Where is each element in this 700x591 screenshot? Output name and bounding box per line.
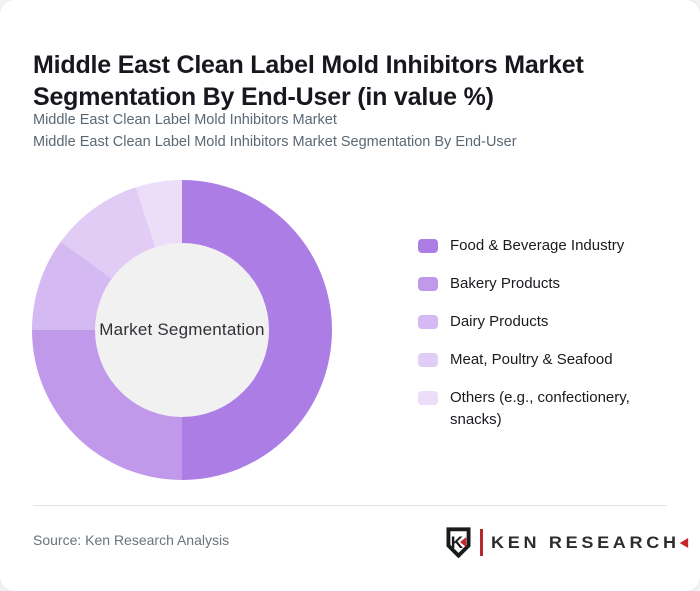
legend-item-label: Food & Beverage Industry: [450, 237, 625, 254]
legend-swatch: [418, 277, 438, 291]
legend-item: Dairy Products: [418, 311, 668, 333]
svg-text:K: K: [451, 533, 464, 552]
source-text: Source: Ken Research Analysis: [33, 532, 230, 548]
legend-item-label: Meat, Poultry & Seafood: [450, 351, 613, 368]
legend-item: Bakery Products: [418, 273, 668, 295]
legend-item-label: Others (e.g., confectionery, snacks): [450, 389, 630, 428]
legend-swatch: [418, 391, 438, 405]
donut-hole: Market Segmentation: [95, 243, 269, 417]
donut-chart: Market Segmentation: [32, 180, 332, 480]
legend-swatch: [418, 353, 438, 367]
chart-legend: Food & Beverage Industry Bakery Products…: [418, 235, 668, 447]
legend-swatch: [418, 315, 438, 329]
legend-item-label: Dairy Products: [450, 313, 549, 330]
subtitle-line-2: Middle East Clean Label Mold Inhibitors …: [33, 134, 517, 150]
logo-separator-bar: [479, 529, 483, 556]
ken-research-logo: K KEN RESEARCH: [445, 527, 689, 558]
subtitle-line-1: Middle East Clean Label Mold Inhibitors …: [33, 112, 337, 128]
legend-item-label: Bakery Products: [450, 275, 561, 292]
donut-center-label: Market Segmentation: [99, 320, 265, 339]
red-triangle-icon: [679, 537, 689, 548]
legend-item: Meat, Poultry & Seafood: [418, 349, 668, 371]
legend-item: Others (e.g., confectionery, snacks): [418, 387, 668, 431]
page-title: Middle East Clean Label Mold Inhibitors …: [33, 50, 584, 111]
legend-item: Food & Beverage Industry: [418, 235, 668, 257]
logo-wordmark: KEN RESEARCH: [491, 533, 689, 553]
logo-shield-badge-icon: K: [446, 527, 471, 558]
legend-swatch: [418, 239, 438, 253]
footer-divider: [33, 505, 667, 506]
subtitle-block: Middle East Clean Label Mold Inhibitors …: [33, 109, 673, 153]
